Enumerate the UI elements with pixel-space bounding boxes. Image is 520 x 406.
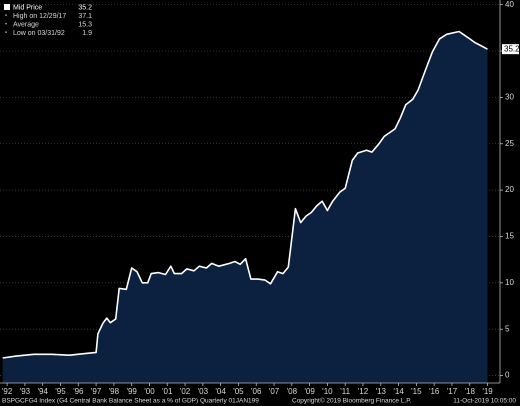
- stat-value: 37.1: [78, 13, 92, 20]
- y-tick-label: 10: [505, 278, 514, 287]
- stat-marker: •: [5, 22, 7, 28]
- x-tick-label: '18: [465, 387, 476, 396]
- last-value-box: [502, 44, 519, 55]
- x-tick-label: '13: [376, 387, 387, 396]
- x-tick-label: '99: [126, 387, 137, 396]
- x-tick-label: '08: [287, 387, 298, 396]
- plot-area: [0, 4, 500, 383]
- x-tick-label: '14: [393, 387, 404, 396]
- legend-swatch: [4, 4, 10, 10]
- y-tick-label: 15: [505, 232, 514, 241]
- stat-marker: •: [5, 31, 7, 37]
- footer-left: BSPGCFG4 Index (G4 Central Bank Balance …: [2, 398, 259, 405]
- x-tick-label: '16: [429, 387, 440, 396]
- x-tick-label: '02: [180, 387, 191, 396]
- x-tick-label: '15: [411, 387, 422, 396]
- x-tick-label: '98: [109, 387, 120, 396]
- y-tick-label: 30: [505, 92, 514, 101]
- x-tick-label: '93: [20, 387, 31, 396]
- x-tick-label: '19: [482, 387, 493, 396]
- x-tick-label: '94: [37, 387, 48, 396]
- x-tick-label: '95: [55, 387, 66, 396]
- x-tick-label: '01: [162, 387, 173, 396]
- stat-label: High on 12/29/17: [13, 13, 66, 20]
- footer-timestamp: 11-Oct-2019 10:05:00: [453, 398, 516, 405]
- x-tick-label: '97: [91, 387, 102, 396]
- y-tick-label: 0: [505, 371, 510, 380]
- legend-value: 35.2: [78, 4, 92, 11]
- x-tick-label: '04: [215, 387, 226, 396]
- y-tick-label: 25: [505, 139, 514, 148]
- y-tick-label: 20: [505, 185, 514, 194]
- x-tick-label: '06: [251, 387, 262, 396]
- line: [2, 30, 488, 359]
- area: [2, 31, 488, 383]
- x-tick-label: '92: [2, 387, 13, 396]
- stat-label: Average: [13, 21, 39, 28]
- y-tick-label: 5: [505, 324, 510, 333]
- legend-label: Mid Price: [13, 4, 42, 11]
- y-tick-label: 40: [505, 0, 514, 9]
- x-tick-label: '10: [322, 387, 333, 396]
- x-tick-label: '12: [358, 387, 369, 396]
- x-tick-label: '09: [304, 387, 315, 396]
- stat-marker: •: [5, 14, 7, 20]
- stat-value: 1.9: [82, 30, 92, 37]
- footer-copyright: Copyright© 2019 Bloomberg Finance L.P.: [292, 397, 412, 405]
- stat-label: Low on 03/31/92: [13, 30, 65, 37]
- x-tick-label: '03: [198, 387, 209, 396]
- x-tick-label: '05: [233, 387, 244, 396]
- x-tick-label: '00: [144, 387, 155, 396]
- last-value-label: 35.2: [504, 44, 520, 53]
- x-tick-label: '96: [73, 387, 84, 396]
- stat-value: 15.3: [78, 21, 92, 28]
- x-tick-label: '17: [447, 387, 458, 396]
- x-tick-label: '11: [340, 387, 350, 396]
- x-tick-label: '07: [269, 387, 280, 396]
